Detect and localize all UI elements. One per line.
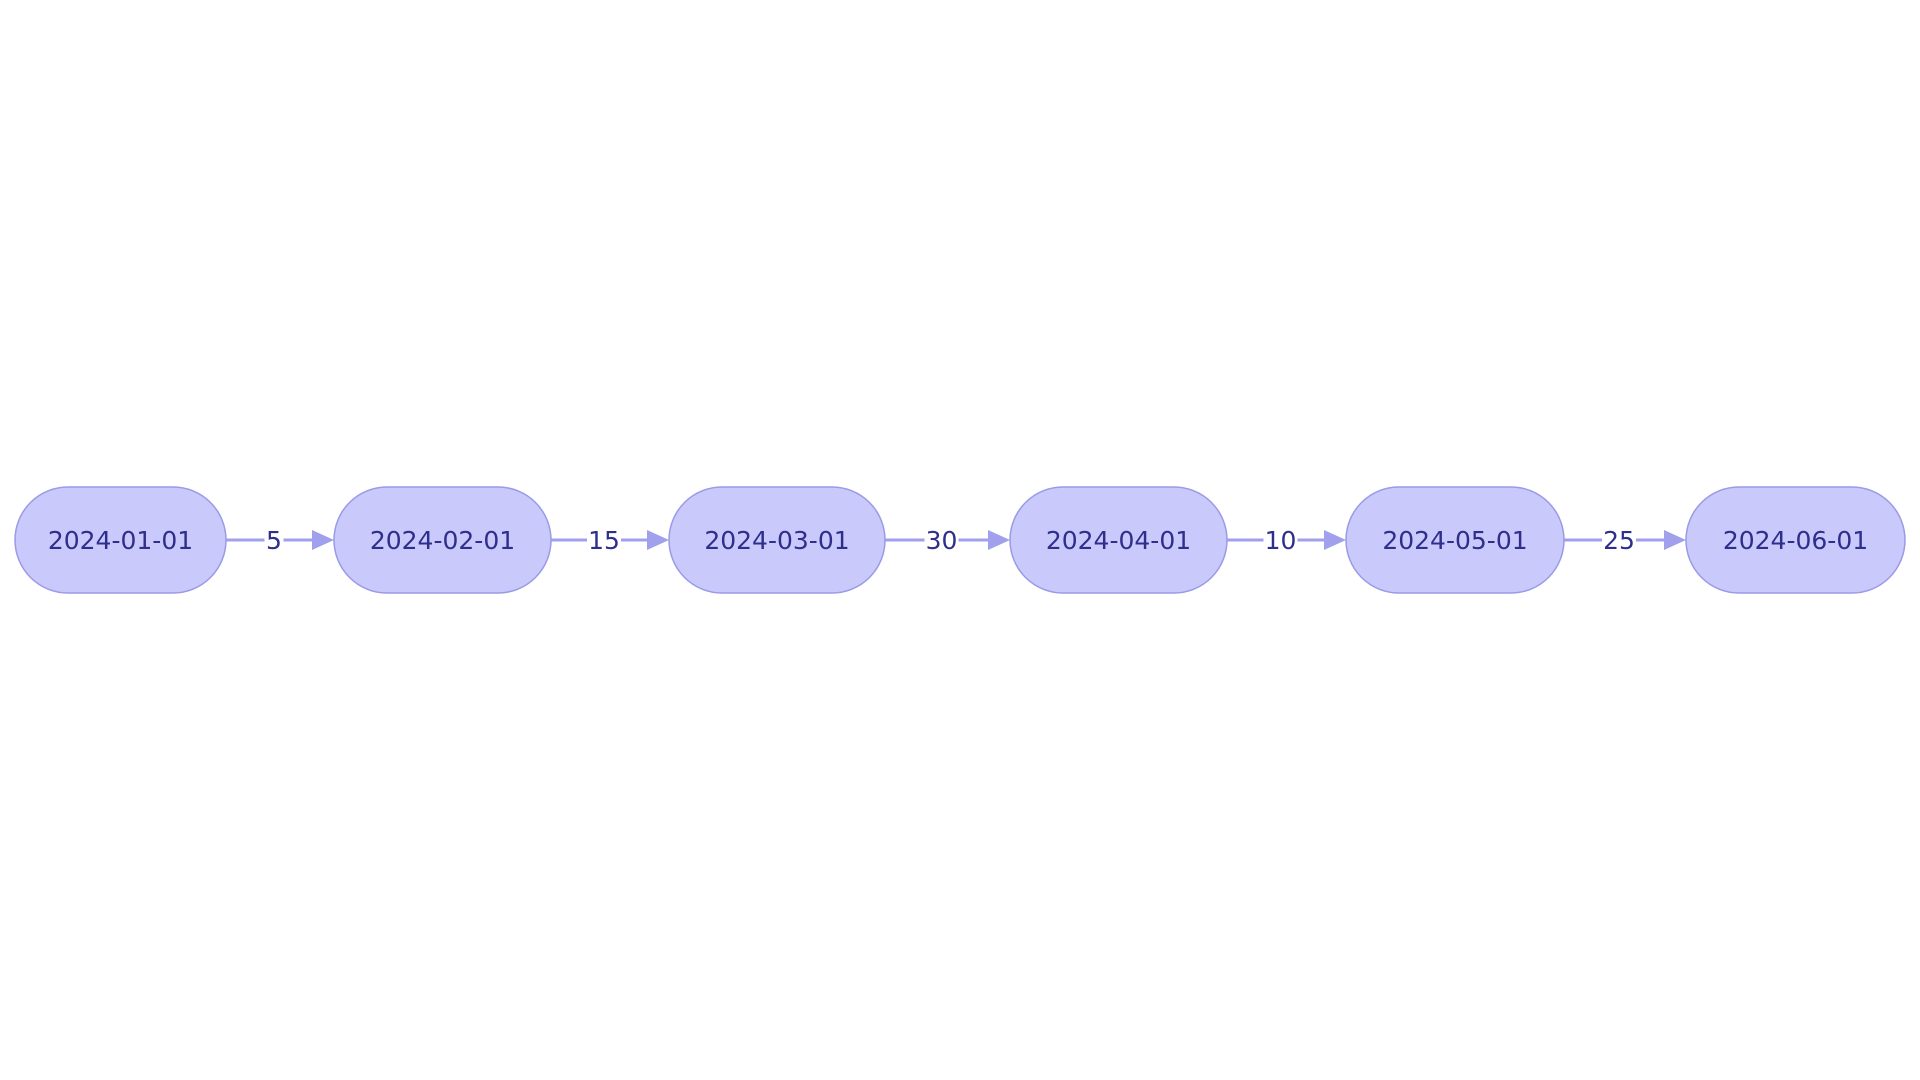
edge-n4-n5: 10 [1227,526,1346,555]
node-label: 2024-02-01 [370,526,515,555]
edges: 5 15 30 10 25 [226,526,1686,555]
edge-label-background [264,526,284,554]
edge-n3-n4: 30 [885,526,1010,555]
node-n4[interactable]: 2024-04-01 [1009,486,1228,594]
edge-label: 25 [1603,526,1635,555]
edge-label: 30 [926,526,958,555]
node-n1[interactable]: 2024-01-01 [14,486,227,594]
node-n6[interactable]: 2024-06-01 [1685,486,1906,594]
arrowhead-icon [312,530,334,550]
edge-label: 10 [1265,526,1297,555]
node-shape [668,486,886,594]
node-shape [14,486,227,594]
arrowhead-icon [988,530,1010,550]
node-shape [1009,486,1228,594]
node-shape [1345,486,1565,594]
edge-label: 15 [588,526,620,555]
arrowhead-icon [1664,530,1686,550]
node-label: 2024-01-01 [48,526,193,555]
node-label: 2024-05-01 [1382,526,1527,555]
edge-label-background [1602,526,1636,554]
node-n2[interactable]: 2024-02-01 [333,486,552,594]
node-label: 2024-04-01 [1046,526,1191,555]
edge-label-background [924,526,959,554]
edge-label-background [1263,526,1298,554]
nodes: 2024-01-01 2024-02-01 2024-03-01 2024-04-01… [14,486,1906,594]
arrowhead-icon [1324,530,1346,550]
node-shape [1685,486,1906,594]
node-shape [333,486,552,594]
edge-n5-n6: 25 [1564,526,1686,555]
edge-label-background [587,526,621,554]
node-label: 2024-06-01 [1723,526,1868,555]
node-label: 2024-03-01 [704,526,849,555]
edge-label: 5 [266,526,282,555]
edge-n2-n3: 15 [551,526,669,555]
node-n3[interactable]: 2024-03-01 [668,486,886,594]
arrowhead-icon [647,530,669,550]
node-n5[interactable]: 2024-05-01 [1345,486,1565,594]
edge-n1-n2: 5 [226,526,334,555]
